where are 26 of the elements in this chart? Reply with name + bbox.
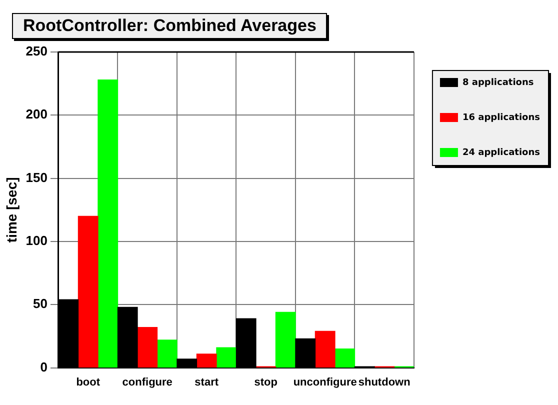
x-tick-label: start [194, 376, 219, 388]
x-tick-label: shutdown [358, 376, 411, 388]
bar [78, 216, 98, 368]
x-tick-label: stop [254, 376, 278, 388]
legend-label: 24 applications [462, 148, 540, 158]
y-tick-label: 0 [40, 359, 48, 374]
bar [275, 312, 296, 368]
y-axis-title: time [sec] [3, 177, 20, 243]
x-tick-label: unconfigure [293, 376, 357, 388]
x-tick-label: boot [76, 376, 100, 388]
y-tick-label: 100 [26, 233, 48, 248]
bar [216, 347, 237, 368]
y-tick-label: 150 [26, 170, 48, 185]
bar [196, 354, 217, 368]
bar [98, 79, 118, 368]
y-tick-label: 50 [33, 296, 48, 312]
bar [137, 327, 158, 368]
bar [156, 340, 178, 368]
y-tick-label: 250 [26, 44, 48, 59]
legend-label: 8 applications [462, 78, 534, 88]
x-tick-label: configure [122, 376, 172, 388]
bar [314, 330, 336, 368]
bar [334, 348, 356, 368]
chart-title: RootController: Combined Averages [12, 13, 328, 39]
y-tick-label: 200 [26, 106, 48, 122]
legend-label: 16 applications [462, 112, 540, 123]
